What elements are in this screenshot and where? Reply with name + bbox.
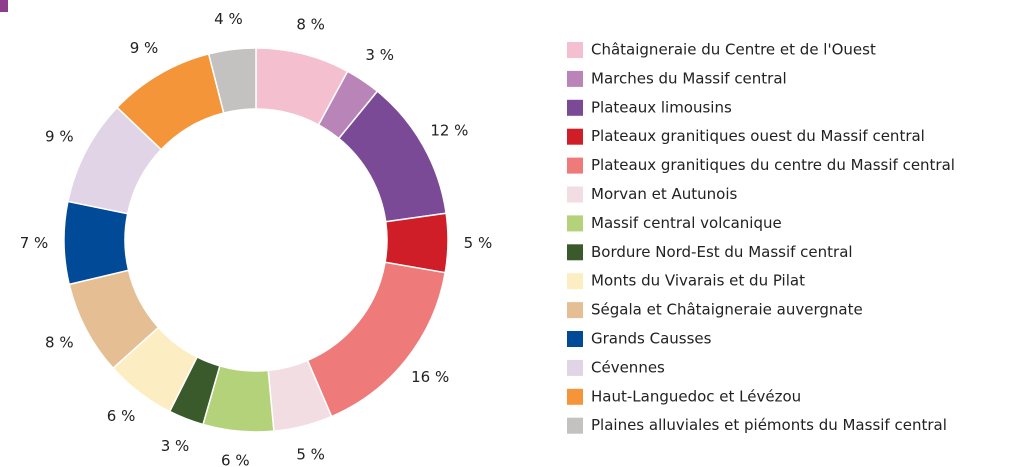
- legend-swatch: [567, 128, 583, 145]
- data-label: 16 %: [411, 368, 449, 386]
- data-label: 5 %: [296, 446, 325, 464]
- legend-swatch: [567, 331, 583, 347]
- legend-label: Plateaux limousins: [591, 98, 732, 116]
- donut-segment: [207, 47, 257, 114]
- legend-swatch: [567, 99, 583, 116]
- legend-swatch: [567, 244, 583, 261]
- legend-swatch: [567, 70, 583, 87]
- legend-swatch: [567, 186, 583, 203]
- data-label: 5 %: [464, 234, 493, 252]
- legend-label: Plateaux granitiques ouest du Massif cen…: [591, 127, 925, 145]
- legend-label: Massif central volcanique: [591, 214, 782, 232]
- donut-segment: [306, 261, 447, 418]
- legend-label: Monts du Vivarais et du Pilat: [591, 272, 805, 290]
- data-label: 6 %: [107, 407, 136, 425]
- legend-label: Plaines alluviales et piémonts du Massif…: [591, 416, 947, 434]
- legend-label: Haut-Languedoc et Lévézou: [591, 387, 801, 405]
- legend-label: Plateaux granitiques du centre du Massif…: [591, 156, 955, 174]
- legend-swatch: [567, 42, 583, 58]
- data-label: 12 %: [430, 121, 468, 139]
- data-label: 9 %: [45, 128, 74, 146]
- legend-label: Cévennes: [591, 358, 665, 376]
- legend-swatch: [567, 273, 583, 290]
- data-label: 3 %: [365, 46, 394, 64]
- legend-label: Marches du Massif central: [591, 69, 787, 87]
- data-label: 7 %: [20, 234, 49, 252]
- legend-swatch: [567, 157, 583, 174]
- legend-swatch: [567, 388, 583, 405]
- legend-label: Châtaigneraie du Centre et de l'Ouest: [591, 41, 876, 59]
- donut-segment: [63, 200, 130, 286]
- legend-swatch: [567, 359, 583, 376]
- legend-swatch: [567, 215, 583, 232]
- data-label: 6 %: [221, 452, 250, 467]
- legend-label: Grands Causses: [591, 330, 712, 348]
- corner-mark: [0, 0, 8, 12]
- legend-swatch: [567, 302, 583, 319]
- legend-label: Morvan et Autunois: [591, 185, 738, 203]
- data-label: 9 %: [130, 39, 159, 57]
- legend-swatch: [567, 417, 583, 434]
- data-label: 8 %: [296, 15, 325, 33]
- data-label: 3 %: [161, 437, 190, 455]
- legend-label: Ségala et Châtaigneraie auvergnate: [591, 301, 863, 319]
- legend-label: Bordure Nord-Est du Massif central: [591, 243, 853, 261]
- data-label: 8 %: [45, 333, 74, 351]
- data-label: 4 %: [214, 10, 243, 28]
